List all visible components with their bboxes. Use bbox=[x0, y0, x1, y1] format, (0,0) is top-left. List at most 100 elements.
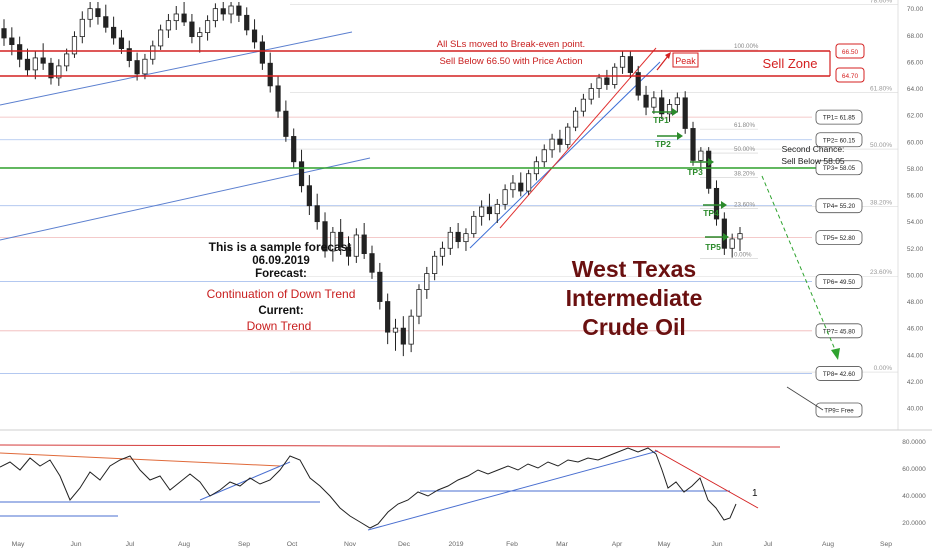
candle bbox=[408, 309, 414, 353]
candle bbox=[643, 85, 649, 116]
tp1-arrow-label: TP1 bbox=[653, 115, 669, 125]
candle bbox=[479, 200, 485, 226]
candle bbox=[635, 65, 641, 101]
candle bbox=[204, 15, 211, 41]
fib-small-label: 50.00% bbox=[734, 146, 755, 153]
price-tick-label: 48.00 bbox=[907, 299, 924, 306]
candle bbox=[291, 128, 297, 169]
chart-title: West Texas Intermediate Crude Oil bbox=[566, 256, 703, 340]
title-line1: West Texas bbox=[572, 256, 696, 282]
time-tick-label: 2019 bbox=[448, 541, 463, 548]
time-tick-label: Jul bbox=[764, 541, 773, 548]
forecast-label: Forecast: bbox=[255, 268, 307, 280]
fib-retracement-large: 78.60% 61.80% 50.00% 38.20% 23.60% 0.00% bbox=[290, 0, 898, 373]
banner-line1: All SLs moved to Break-even point. bbox=[437, 39, 585, 50]
tp5-arrow: TP5 bbox=[705, 233, 729, 252]
candle bbox=[580, 93, 587, 117]
candle bbox=[142, 53, 148, 80]
zone-tag-upper: 66.50 bbox=[842, 49, 859, 56]
candle bbox=[338, 218, 344, 255]
svg-text:20.0000: 20.0000 bbox=[902, 520, 926, 527]
fib-small-label: 38.20% bbox=[734, 171, 755, 178]
price-tick-label: 58.00 bbox=[907, 166, 924, 173]
svg-text:80.0000: 80.0000 bbox=[902, 439, 926, 446]
title-line3: Crude Oil bbox=[582, 314, 686, 340]
price-tick-label: 44.00 bbox=[907, 352, 924, 359]
candle bbox=[275, 76, 281, 118]
second-chance-line2: Sell Below 58.05 bbox=[781, 156, 845, 166]
peak-label: Peak bbox=[675, 56, 696, 66]
forecast-value: Continuation of Down Trend bbox=[207, 287, 356, 301]
tp-box-label: TP1= 61.85 bbox=[823, 115, 856, 122]
oscillator-panel: 1 bbox=[0, 444, 781, 531]
fib-small-label: 0.00% bbox=[734, 251, 752, 258]
price-tick-label: 56.00 bbox=[907, 193, 924, 200]
second-chance-line1: Second Chance: bbox=[782, 144, 845, 154]
tp-box-label: TP5= 52.80 bbox=[823, 235, 856, 242]
candle bbox=[330, 226, 336, 262]
candle bbox=[306, 175, 312, 215]
time-tick-label: Apr bbox=[612, 541, 623, 548]
price-tick-label: 66.00 bbox=[907, 59, 924, 66]
candle bbox=[1, 19, 7, 46]
candle bbox=[126, 40, 132, 68]
zone-price-tags: 66.50 64.70 bbox=[835, 43, 865, 83]
fib-small-label: 61.80% bbox=[734, 122, 755, 129]
tp-box bbox=[815, 109, 863, 125]
fib-small-label: 23.60% bbox=[734, 201, 755, 208]
tp-box-label: TP2= 60.15 bbox=[823, 137, 856, 144]
candle bbox=[392, 318, 399, 351]
candle bbox=[17, 36, 23, 68]
tp-box bbox=[815, 323, 863, 339]
candle bbox=[706, 147, 712, 194]
candle bbox=[197, 27, 203, 53]
tp-box bbox=[815, 230, 863, 246]
candle bbox=[439, 241, 446, 266]
current-value: Down Trend bbox=[247, 319, 312, 333]
second-chance-note: Second Chance: Sell Below 58.05 bbox=[781, 144, 845, 166]
candle bbox=[549, 133, 555, 158]
candle bbox=[471, 211, 477, 238]
candle bbox=[56, 59, 62, 86]
candle bbox=[79, 11, 85, 44]
forecast-note: This is a sample forecast 06.09.2019 For… bbox=[207, 240, 356, 333]
candle bbox=[150, 40, 156, 65]
candle bbox=[588, 83, 594, 105]
target-lines bbox=[0, 116, 812, 374]
time-tick-label: Aug bbox=[178, 541, 190, 548]
candle bbox=[572, 107, 579, 132]
fib-level-label: 0.00% bbox=[874, 365, 893, 372]
fib-level-label: 61.80% bbox=[870, 86, 892, 93]
candle bbox=[259, 35, 265, 70]
projection-arrows bbox=[761, 175, 840, 411]
tp-box-label: TP3= 58.05 bbox=[823, 165, 856, 172]
candle bbox=[619, 51, 626, 74]
candle bbox=[40, 43, 46, 70]
candle bbox=[228, 2, 234, 24]
tp-box-label: TP9= Free bbox=[824, 408, 854, 415]
price-tick-label: 54.00 bbox=[907, 219, 924, 226]
candle bbox=[557, 129, 563, 153]
candle bbox=[690, 121, 696, 166]
time-tick-label: Sep bbox=[238, 541, 250, 548]
sample-note: This is a sample forecast bbox=[209, 240, 352, 254]
candle bbox=[173, 5, 179, 30]
candle bbox=[682, 91, 688, 134]
candle bbox=[698, 147, 704, 170]
tp2-arrow: TP2 bbox=[655, 132, 683, 149]
time-tick-label: Feb bbox=[506, 541, 518, 548]
time-axis: May Jun Jul Aug Sep Oct Nov Dec 2019 Feb Mar Apr May… bbox=[12, 541, 893, 548]
candle bbox=[424, 266, 430, 299]
candle bbox=[361, 222, 367, 259]
candle bbox=[502, 184, 508, 210]
time-tick-label: Sep bbox=[880, 541, 892, 548]
candle bbox=[322, 212, 328, 258]
tp4-arrow: TP4 bbox=[703, 201, 727, 218]
candle bbox=[494, 199, 500, 223]
candle bbox=[87, 2, 93, 28]
price-tick-label: 70.00 bbox=[907, 6, 924, 13]
oscillator-axis: 80.0000 60.0000 40.0000 20.0000 bbox=[902, 439, 926, 527]
candle bbox=[157, 24, 164, 50]
sell-zone: Sell Zone bbox=[0, 50, 831, 77]
